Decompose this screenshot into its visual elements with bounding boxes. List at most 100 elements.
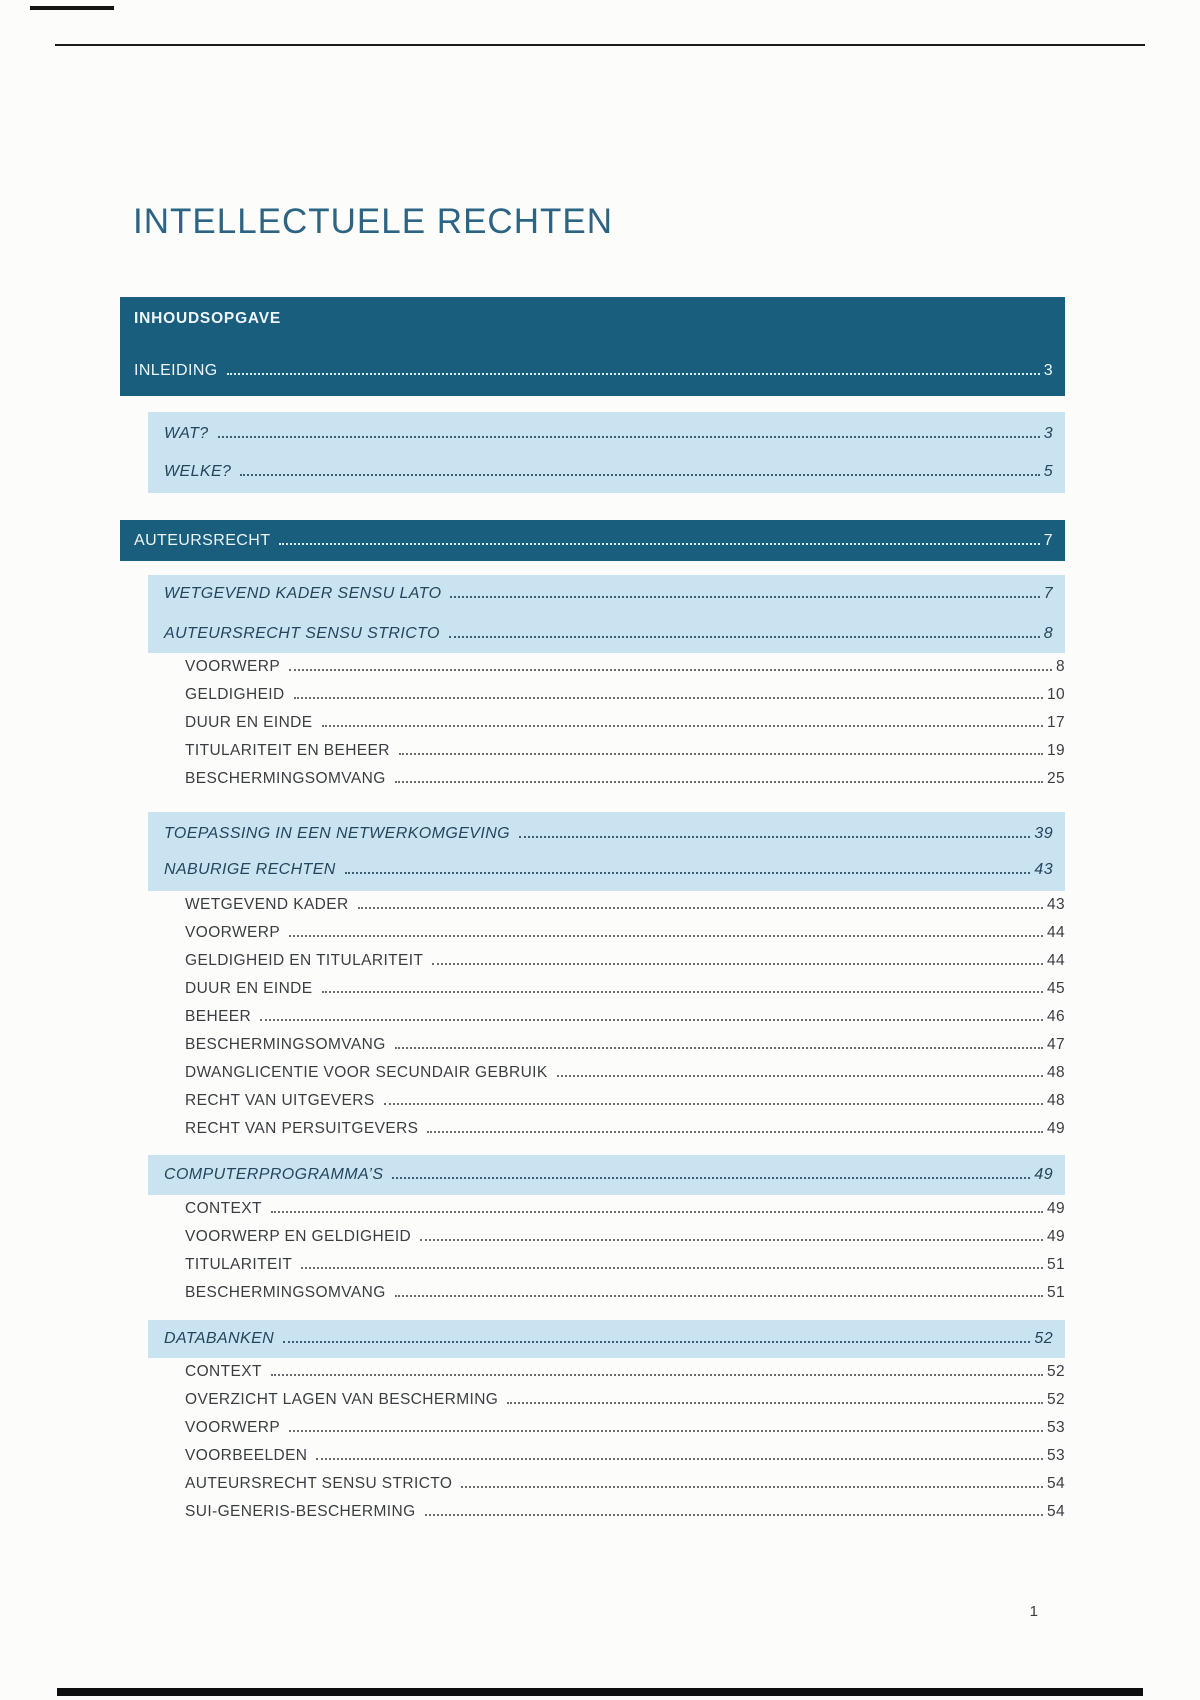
page-title: INTELLECTUELE RECHTEN <box>133 202 613 241</box>
toc-entry-page: 46 <box>1046 1008 1065 1025</box>
toc-entry[interactable]: CONTEXT 52 <box>148 1358 1065 1386</box>
toc-entry[interactable]: WETGEVEND KADER SENSU LATO 7 <box>164 577 1053 611</box>
toc-entry-page: 19 <box>1046 742 1065 759</box>
toc-entry[interactable]: BESCHERMINGSOMVANG 25 <box>148 765 1065 793</box>
toc-entry-page: 43 <box>1034 860 1053 878</box>
toc-entry-page: 49 <box>1046 1200 1065 1217</box>
table-of-contents: INHOUDSOPGAVE INLEIDING 3 WAT? 3 WELKE? 5 AUTEU… <box>0 297 1200 1526</box>
toc-band-dark: AUTEURSRECHT 7 <box>120 520 1065 561</box>
toc-entry[interactable]: DATABANKEN 52 <box>164 1322 1053 1356</box>
toc-band-dark: INHOUDSOPGAVE INLEIDING 3 <box>120 297 1065 396</box>
toc-entry-page: 54 <box>1046 1475 1065 1492</box>
toc-entry-label: BESCHERMINGSOMVANG <box>185 1284 386 1301</box>
toc-entry[interactable]: RECHT VAN PERSUITGEVERS 49 <box>148 1115 1065 1143</box>
toc-entry[interactable]: DWANGLICENTIE VOOR SECUNDAIR GEBRUIK 48 <box>148 1059 1065 1087</box>
toc-entry[interactable]: BESCHERMINGSOMVANG 47 <box>148 1031 1065 1059</box>
toc-entry-page: 8 <box>1055 658 1065 675</box>
toc-item-group: WETGEVEND KADER 43 VOORWERP 44 GELDIGHEID EN… <box>148 891 1065 1143</box>
toc-entry[interactable]: AUTEURSRECHT SENSU STRICTO 54 <box>148 1470 1065 1498</box>
dot-leader <box>427 1131 1043 1133</box>
toc-entry-page: 8 <box>1043 625 1053 642</box>
toc-entry[interactable]: VOORBEELDEN 53 <box>148 1442 1065 1470</box>
toc-entry-page: 54 <box>1046 1503 1065 1520</box>
toc-entry[interactable]: GELDIGHEID EN TITULARITEIT 44 <box>148 947 1065 975</box>
dot-leader <box>507 1402 1043 1404</box>
dot-leader <box>321 991 1043 993</box>
toc-entry-label: VOORWERP <box>185 924 281 941</box>
bottom-rule <box>57 1688 1143 1696</box>
toc-entry-label: BESCHERMINGSOMVANG <box>185 1036 386 1053</box>
toc-entry-label: VOORWERP <box>185 1419 281 1436</box>
toc-entry-page: 47 <box>1046 1036 1065 1053</box>
toc-entry[interactable]: BEHEER 46 <box>148 1003 1065 1031</box>
toc-entry-page: 52 <box>1034 1330 1053 1347</box>
toc-entry-label: TOEPASSING IN EEN NETWERKOMGEVING <box>164 824 510 842</box>
toc-entry-page: 53 <box>1046 1447 1065 1464</box>
dot-leader <box>394 1047 1043 1049</box>
toc-entry-label: COMPUTERPROGRAMMA’S <box>164 1166 384 1183</box>
toc-band-light: COMPUTERPROGRAMMA’S 49 <box>148 1155 1065 1195</box>
toc-entry[interactable]: BESCHERMINGSOMVANG 51 <box>148 1279 1065 1307</box>
dot-leader <box>394 1295 1043 1297</box>
dot-leader <box>398 753 1043 755</box>
toc-entry-page: 17 <box>1046 714 1065 731</box>
toc-entry[interactable]: TITULARITEIT EN BEHEER 19 <box>148 737 1065 765</box>
dot-leader <box>450 596 1040 598</box>
dot-leader <box>383 1103 1043 1105</box>
toc-entry-label: BESCHERMINGSOMVANG <box>185 770 386 787</box>
toc-entry-label: DUUR EN EINDE <box>185 714 313 731</box>
toc-entry-page: 51 <box>1046 1256 1065 1273</box>
toc-entry[interactable]: COMPUTERPROGRAMMA’S 49 <box>164 1158 1053 1192</box>
toc-entry-label: DWANGLICENTIE VOOR SECUNDAIR GEBRUIK <box>185 1064 548 1081</box>
toc-band-light: DATABANKEN 52 <box>148 1320 1065 1358</box>
toc-entry-label: WAT? <box>164 424 209 442</box>
dot-leader <box>424 1514 1043 1516</box>
toc-entry[interactable]: OVERZICHT LAGEN VAN BESCHERMING 52 <box>148 1386 1065 1414</box>
toc-entry-page: 39 <box>1034 824 1053 842</box>
toc-entry-label: CONTEXT <box>185 1363 262 1380</box>
toc-entry-label: GELDIGHEID EN TITULARITEIT <box>185 952 424 969</box>
toc-entry-label: GELDIGHEID <box>185 686 285 703</box>
toc-item-group: VOORWERP 8 GELDIGHEID 10 DUUR EN EINDE 17 TITU… <box>148 653 1065 793</box>
toc-entry-page: 43 <box>1046 896 1065 913</box>
toc-entry-label: DUUR EN EINDE <box>185 980 313 997</box>
dot-leader <box>289 1430 1043 1432</box>
toc-entry[interactable]: VOORWERP 44 <box>148 919 1065 947</box>
toc-entry[interactable]: RECHT VAN UITGEVERS 48 <box>148 1087 1065 1115</box>
toc-entry-page: 52 <box>1046 1391 1065 1408</box>
toc-entry[interactable]: DUUR EN EINDE 45 <box>148 975 1065 1003</box>
toc-entry[interactable]: WAT? 3 <box>164 417 1053 451</box>
toc-entry[interactable]: AUTEURSRECHT 7 <box>134 524 1053 558</box>
toc-entry[interactable]: VOORWERP EN GELDIGHEID 49 <box>148 1223 1065 1251</box>
toc-entry[interactable]: TOEPASSING IN EEN NETWERKOMGEVING 39 <box>164 817 1053 851</box>
toc-entry[interactable]: VOORWERP 8 <box>148 653 1065 681</box>
dot-leader <box>321 725 1043 727</box>
toc-entry-label: NABURIGE RECHTEN <box>164 860 336 878</box>
toc-entry[interactable]: GELDIGHEID 10 <box>148 681 1065 709</box>
toc-entry[interactable]: AUTEURSRECHT SENSU STRICTO 8 <box>164 617 1053 651</box>
toc-entry[interactable]: WELKE? 5 <box>164 455 1053 489</box>
toc-entry-page: 7 <box>1043 585 1053 602</box>
footer-page-number: 1 <box>1029 1603 1038 1620</box>
toc-entry-page: 49 <box>1034 1166 1053 1183</box>
dot-leader <box>357 907 1043 909</box>
toc-entry-label: BEHEER <box>185 1008 252 1025</box>
toc-entry-page: 10 <box>1046 686 1065 703</box>
toc-entry[interactable]: INLEIDING 3 <box>134 354 1053 388</box>
toc-entry[interactable]: WETGEVEND KADER 43 <box>148 891 1065 919</box>
toc-entry[interactable]: SUI-GENERIS-BESCHERMING 54 <box>148 1498 1065 1526</box>
toc-entry-page: 52 <box>1046 1363 1065 1380</box>
toc-entry-page: 3 <box>1043 424 1053 442</box>
toc-entry-page: 48 <box>1046 1092 1065 1109</box>
toc-entry[interactable]: TITULARITEIT 51 <box>148 1251 1065 1279</box>
toc-entry[interactable]: CONTEXT 49 <box>148 1195 1065 1223</box>
toc-item-group: CONTEXT 49 VOORWERP EN GELDIGHEID 49 TITULAR… <box>148 1195 1065 1307</box>
dot-leader <box>293 697 1043 699</box>
dot-leader <box>420 1239 1043 1241</box>
dot-leader <box>240 473 1040 476</box>
toc-entry[interactable]: DUUR EN EINDE 17 <box>148 709 1065 737</box>
toc-entry-label: CONTEXT <box>185 1200 262 1217</box>
top-rule <box>55 44 1145 46</box>
toc-entry[interactable]: VOORWERP 53 <box>148 1414 1065 1442</box>
toc-entry[interactable]: NABURIGE RECHTEN 43 <box>164 853 1053 887</box>
